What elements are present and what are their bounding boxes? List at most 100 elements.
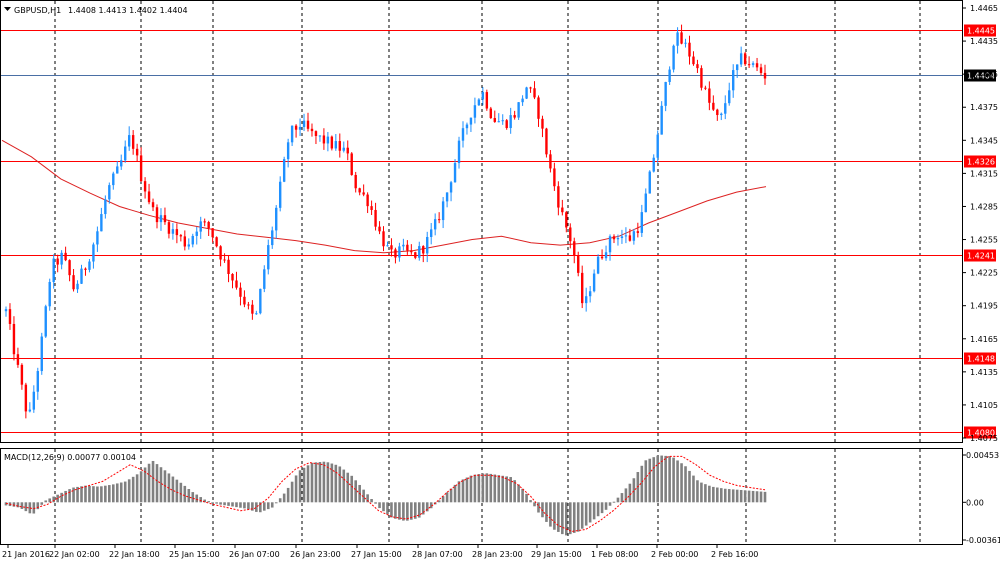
macd-bar bbox=[449, 488, 453, 503]
macd-bar bbox=[576, 502, 580, 532]
macd-bar bbox=[481, 473, 485, 503]
candle-body bbox=[386, 245, 389, 247]
macd-bar bbox=[40, 502, 44, 505]
candle-body bbox=[660, 105, 663, 135]
macd-bar bbox=[616, 497, 620, 503]
candle-body bbox=[676, 32, 679, 46]
candle-body bbox=[445, 192, 449, 202]
macd-bar bbox=[179, 482, 183, 503]
level-label: 1.4241 bbox=[967, 252, 995, 261]
macd-bar bbox=[743, 490, 747, 503]
macd-bar bbox=[262, 502, 266, 511]
candle-body bbox=[16, 354, 20, 365]
macd-label: MACD(12,26,9) 0.00077 0.00104 bbox=[4, 453, 136, 462]
price-tick-label: 1.4435 bbox=[970, 37, 998, 46]
candle-body bbox=[127, 135, 131, 147]
candle-body bbox=[453, 163, 457, 183]
candle-body bbox=[489, 108, 493, 119]
macd-bar bbox=[151, 460, 155, 503]
macd-bar bbox=[402, 502, 405, 521]
macd-bar bbox=[537, 502, 540, 513]
macd-bar bbox=[72, 487, 75, 503]
candle-body bbox=[143, 181, 147, 192]
price-levels: 1.4445 1.4326 1.4241 1.4148 1.4080 1.4404 bbox=[1, 24, 996, 439]
candle-body bbox=[680, 32, 683, 44]
candle-body bbox=[255, 313, 258, 315]
candle-body bbox=[116, 166, 119, 174]
candle-body bbox=[751, 63, 755, 65]
macd-bar bbox=[378, 502, 381, 509]
current-price-box bbox=[964, 69, 996, 82]
candle-body bbox=[60, 252, 63, 265]
candle-body bbox=[644, 193, 647, 213]
candle-body bbox=[112, 173, 115, 186]
current-price-label: 1.4404 bbox=[967, 72, 995, 81]
level-label-box bbox=[964, 24, 996, 37]
macd-bar bbox=[183, 485, 187, 503]
candle-body bbox=[247, 304, 250, 306]
macd-bar bbox=[92, 486, 95, 503]
candle-body bbox=[243, 296, 246, 305]
candle-body bbox=[557, 186, 560, 208]
candle-body bbox=[275, 207, 278, 231]
candle-body bbox=[493, 118, 496, 122]
time-axis: 21 Jan 2016 22 Jan 02:00 22 Jan 18:00 25 Ja… bbox=[2, 544, 758, 559]
time-tick-label: 28 Jan 23:00 bbox=[472, 550, 523, 559]
macd-bar bbox=[44, 500, 48, 503]
level-label-box bbox=[964, 426, 996, 439]
candle-body bbox=[84, 268, 87, 270]
candle-body bbox=[32, 391, 36, 410]
candle-body bbox=[616, 238, 620, 240]
candle-body bbox=[720, 113, 723, 116]
candle-body bbox=[282, 159, 286, 182]
macd-bar bbox=[278, 498, 282, 503]
candle-body bbox=[183, 236, 187, 247]
macd-bar bbox=[203, 499, 206, 503]
candle-body bbox=[541, 118, 544, 129]
candle-body bbox=[326, 136, 330, 144]
candle-body bbox=[322, 135, 326, 144]
macd-bar bbox=[723, 488, 727, 503]
candle-body bbox=[549, 154, 552, 169]
candle-body bbox=[728, 90, 731, 104]
macd-bar bbox=[545, 502, 548, 522]
candle-body bbox=[251, 304, 254, 314]
macd-bar bbox=[517, 484, 520, 503]
candle-body bbox=[330, 136, 334, 149]
macd-bar bbox=[195, 494, 199, 503]
macd-bar bbox=[251, 502, 254, 511]
macd-bar bbox=[243, 502, 246, 509]
macd-bar bbox=[421, 502, 425, 515]
candle-body bbox=[211, 228, 214, 238]
candle-body bbox=[163, 215, 167, 223]
macd-bar bbox=[473, 474, 477, 503]
price-tick-label: 1.4345 bbox=[970, 136, 998, 145]
candle-body bbox=[199, 221, 202, 232]
macd-bar bbox=[414, 502, 417, 519]
macd-bar bbox=[386, 502, 389, 515]
macd-bar bbox=[306, 465, 310, 503]
macd-bar bbox=[692, 475, 695, 503]
candle-body bbox=[485, 92, 489, 109]
candle-body bbox=[628, 235, 632, 241]
macd-bar bbox=[239, 502, 242, 508]
macd-bar bbox=[298, 470, 302, 503]
candle-body bbox=[314, 131, 318, 136]
level-label: 1.4148 bbox=[967, 355, 995, 364]
candle-body bbox=[195, 231, 198, 236]
candle-body bbox=[310, 128, 314, 132]
macd-bar bbox=[219, 502, 222, 505]
macd-bar bbox=[497, 475, 501, 503]
macd-bar bbox=[664, 455, 667, 503]
macd-bar bbox=[417, 502, 421, 518]
candle-body bbox=[346, 147, 349, 154]
macd-bar bbox=[696, 480, 699, 503]
macd-bar bbox=[727, 489, 731, 503]
collapse-triangle-icon[interactable] bbox=[4, 7, 11, 11]
candle-body bbox=[171, 229, 175, 234]
macd-bar bbox=[398, 502, 401, 520]
candle-body bbox=[581, 272, 584, 304]
candle-body bbox=[437, 219, 441, 221]
